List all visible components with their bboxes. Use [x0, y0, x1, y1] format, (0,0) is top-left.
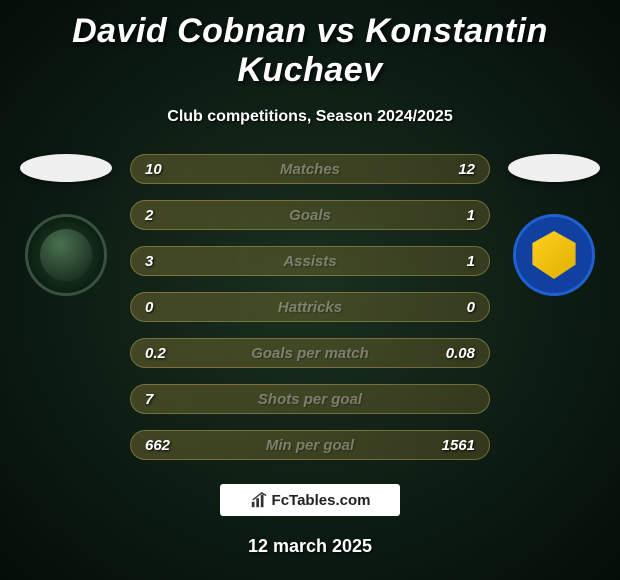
- stat-label: Hattricks: [278, 299, 342, 316]
- stat-label: Min per goal: [266, 437, 354, 454]
- right-flag: [508, 154, 600, 182]
- stat-label: Goals per match: [251, 345, 369, 362]
- stat-right-value: 12: [433, 161, 475, 178]
- stat-label: Assists: [283, 253, 336, 270]
- stat-row-hattricks: 0 Hattricks 0: [130, 292, 490, 322]
- stat-row-matches: 10 Matches 12: [130, 154, 490, 184]
- stat-left-value: 2: [145, 207, 187, 224]
- stat-left-value: 662: [145, 437, 187, 454]
- date: 12 march 2025: [0, 536, 620, 557]
- left-club-crest: [25, 214, 107, 296]
- stat-row-gpm: 0.2 Goals per match 0.08: [130, 338, 490, 368]
- brand-chart-icon: [250, 491, 268, 509]
- page-title: David Cobnan vs Konstantin Kuchaev: [0, 0, 620, 90]
- left-flag: [20, 154, 112, 182]
- stat-row-goals: 2 Goals 1: [130, 200, 490, 230]
- stat-right-value: 1561: [433, 437, 475, 454]
- brand-badge: FcTables.com: [220, 484, 400, 516]
- stat-label: Goals: [289, 207, 331, 224]
- stat-left-value: 7: [145, 391, 187, 408]
- stat-left-value: 0: [145, 299, 187, 316]
- stats-table: 10 Matches 12 2 Goals 1 3 Assists 1 0 Ha…: [130, 154, 490, 460]
- stat-right-value: 1: [433, 253, 475, 270]
- stat-right-value: 0.08: [433, 345, 475, 362]
- stat-right-value: 0: [433, 299, 475, 316]
- stat-row-spg: 7 Shots per goal: [130, 384, 490, 414]
- subtitle: Club competitions, Season 2024/2025: [0, 108, 620, 126]
- brand-text: FcTables.com: [272, 492, 371, 509]
- stat-right-value: 1: [433, 207, 475, 224]
- stat-row-mpg: 662 Min per goal 1561: [130, 430, 490, 460]
- comparison-content: 10 Matches 12 2 Goals 1 3 Assists 1 0 Ha…: [0, 154, 620, 460]
- stat-label: Shots per goal: [258, 391, 362, 408]
- right-club-crest: [513, 214, 595, 296]
- stat-row-assists: 3 Assists 1: [130, 246, 490, 276]
- stat-left-value: 10: [145, 161, 187, 178]
- stat-left-value: 0.2: [145, 345, 187, 362]
- right-player-col: [498, 154, 610, 296]
- stat-label: Matches: [280, 161, 340, 178]
- stat-left-value: 3: [145, 253, 187, 270]
- left-player-col: [10, 154, 122, 296]
